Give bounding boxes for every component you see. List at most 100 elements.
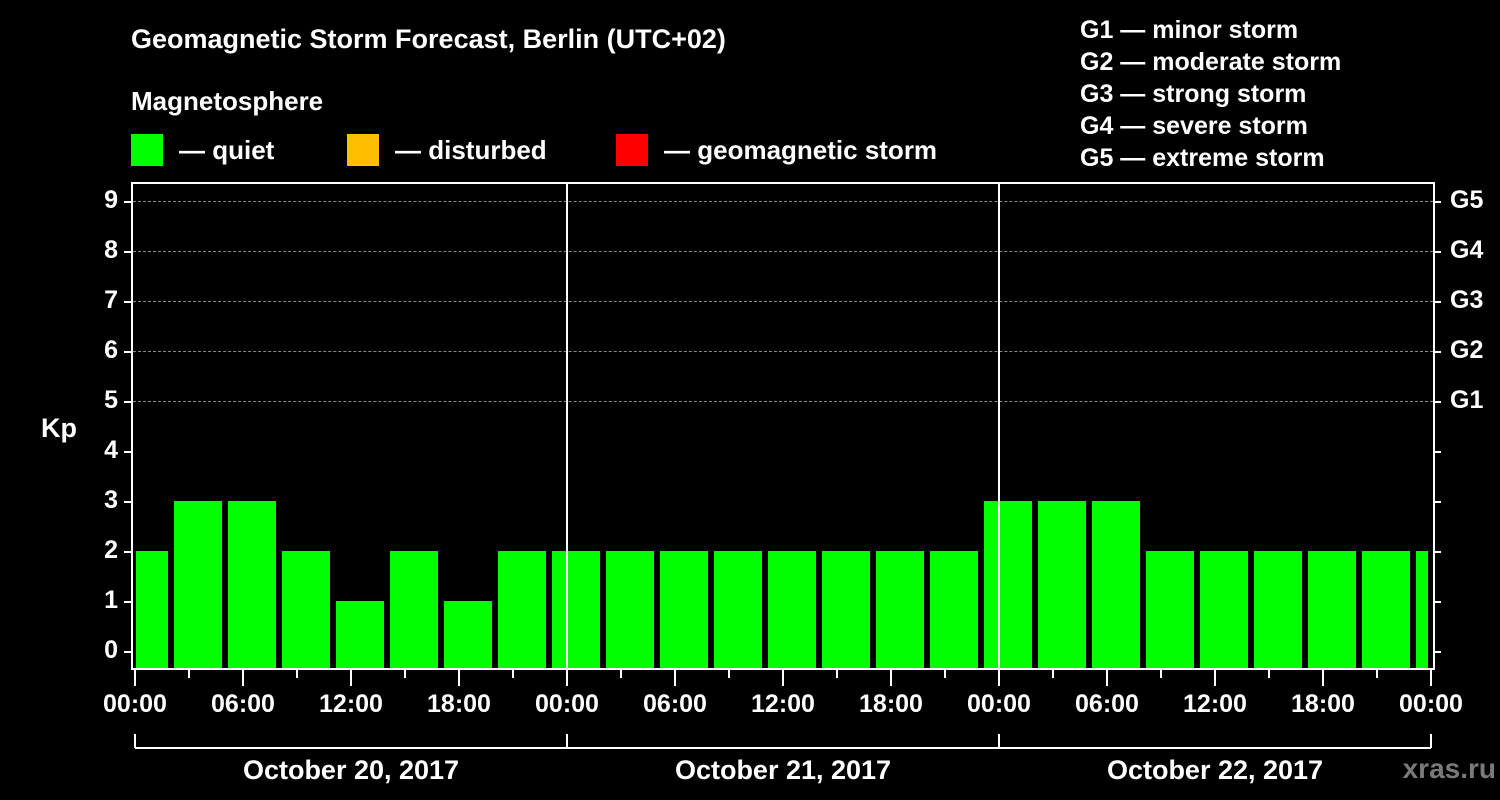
y-tick-label: 9	[104, 186, 118, 214]
grid-line	[133, 351, 1433, 352]
x-tick	[350, 670, 352, 686]
x-tick	[620, 670, 622, 678]
g-scale-item: G2 — moderate storm	[1080, 48, 1342, 76]
y-tick-label: 1	[104, 586, 118, 614]
day-label: October 22, 2017	[1106, 755, 1324, 785]
day-bracket-tick	[134, 734, 136, 748]
y2-tick	[1433, 651, 1441, 653]
kp-bar	[1200, 551, 1248, 668]
x-tick-label: 00:00	[967, 690, 1031, 718]
kp-bar	[390, 551, 438, 668]
day-bracket	[135, 747, 1431, 749]
day-bracket-tick	[566, 734, 568, 748]
x-tick	[566, 670, 568, 686]
kp-bar	[606, 551, 654, 668]
x-tick	[242, 670, 244, 686]
watermark: xras.ru	[1402, 753, 1496, 784]
g-scale-label: G2	[1450, 336, 1484, 364]
grid-line	[133, 251, 1433, 252]
x-tick	[674, 670, 676, 686]
quiet-swatch-icon	[131, 134, 163, 166]
y-tick	[124, 301, 132, 303]
storm-swatch-icon	[616, 134, 648, 166]
y-tick-label: 4	[104, 436, 118, 464]
x-tick	[1268, 670, 1270, 678]
y-tick	[124, 651, 132, 653]
chart-title: Geomagnetic Storm Forecast, Berlin (UTC+…	[131, 24, 726, 54]
g-scale-legend: G1 — minor storm G2 — moderate storm G3 …	[1080, 14, 1341, 174]
x-tick-label: 06:00	[211, 690, 275, 718]
day-label: October 20, 2017	[242, 755, 460, 785]
y-tick-label: 6	[104, 336, 118, 364]
x-tick	[458, 670, 460, 686]
y-tick-label: 2	[104, 536, 118, 564]
grid-line	[133, 201, 1433, 202]
g-scale-label: G1	[1450, 386, 1484, 414]
y2-tick	[1433, 251, 1441, 253]
kp-bar	[228, 501, 276, 668]
x-tick	[998, 670, 1000, 686]
y2-tick	[1433, 301, 1441, 303]
kp-bar	[714, 551, 762, 668]
x-tick	[836, 670, 838, 678]
x-tick-label: 12:00	[319, 690, 383, 718]
legend-quiet: — quiet	[131, 134, 274, 166]
y-tick	[124, 351, 132, 353]
x-tick	[296, 670, 298, 678]
y2-tick	[1433, 201, 1441, 203]
y-tick	[124, 601, 132, 603]
x-tick-label: 06:00	[643, 690, 707, 718]
day-label: October 21, 2017	[674, 755, 892, 785]
legend-label: — disturbed	[395, 134, 547, 165]
x-tick	[134, 670, 136, 686]
g-scale-item: G1 — minor storm	[1080, 16, 1299, 44]
kp-bar	[768, 551, 816, 668]
kp-bar	[984, 501, 1032, 668]
chart-subtitle: Magnetosphere	[131, 86, 324, 116]
g-scale-label: G5	[1450, 186, 1484, 214]
kp-bar	[1092, 501, 1140, 668]
kp-bar	[174, 501, 222, 668]
y2-tick	[1433, 451, 1441, 453]
x-tick	[1052, 670, 1054, 678]
kp-bar	[930, 551, 978, 668]
kp-bar	[1038, 501, 1086, 668]
y-tick	[124, 501, 132, 503]
x-tick	[1160, 670, 1162, 678]
y-tick-label: 0	[104, 636, 118, 664]
y-tick-label: 5	[104, 386, 118, 414]
x-tick	[1106, 670, 1108, 686]
y2-tick	[1433, 501, 1441, 503]
y-tick	[124, 551, 132, 553]
x-tick	[1376, 670, 1378, 678]
y-tick	[124, 201, 132, 203]
x-tick-label: 00:00	[103, 690, 167, 718]
plot-frame	[131, 182, 1435, 670]
y2-tick	[1433, 351, 1441, 353]
day-separator	[998, 182, 1000, 668]
y-tick-label: 8	[104, 236, 118, 264]
x-tick	[188, 670, 190, 678]
x-tick	[1322, 670, 1324, 686]
y-tick-label: 3	[104, 486, 118, 514]
x-tick	[1214, 670, 1216, 686]
disturbed-swatch-icon	[347, 134, 379, 166]
y-tick	[124, 401, 132, 403]
grid-line	[133, 301, 1433, 302]
x-tick-label: 06:00	[1075, 690, 1139, 718]
kp-bar	[1308, 551, 1356, 668]
day-bracket-tick	[1430, 734, 1432, 748]
g-scale-item: G5 — extreme storm	[1080, 144, 1325, 172]
x-tick-label: 00:00	[1399, 690, 1463, 718]
kp-bar	[1362, 551, 1410, 668]
y2-tick	[1433, 551, 1441, 553]
kp-bar	[1254, 551, 1302, 668]
x-tick-label: 12:00	[751, 690, 815, 718]
kp-bar	[444, 601, 492, 668]
kp-bar	[336, 601, 384, 668]
kp-bar	[498, 551, 546, 668]
x-tick	[728, 670, 730, 678]
g-scale-label: G4	[1450, 236, 1484, 264]
x-tick	[512, 670, 514, 678]
x-tick-label: 18:00	[859, 690, 923, 718]
